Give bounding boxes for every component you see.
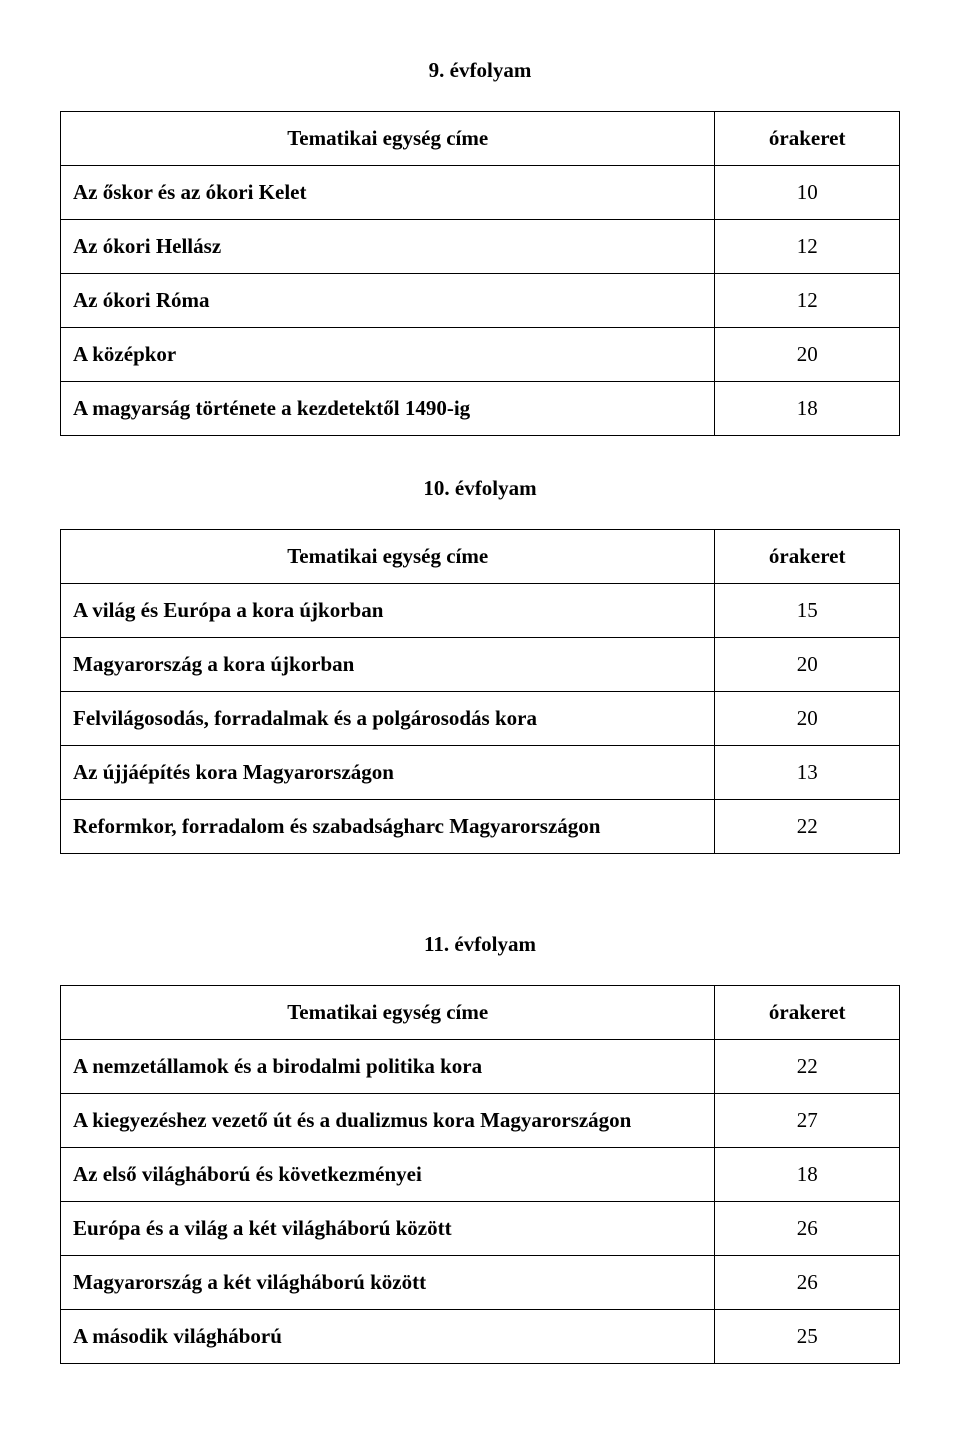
row-value: 20: [715, 692, 900, 746]
table-row: A kiegyezéshez vezető út és a dualizmus …: [61, 1094, 900, 1148]
table-row: A nemzetállamok és a birodalmi politika …: [61, 1040, 900, 1094]
table-row: Az első világháború és következményei 18: [61, 1148, 900, 1202]
table-row: Az ókori Hellász 12: [61, 220, 900, 274]
row-label: Az ókori Hellász: [61, 220, 715, 274]
row-value: 13: [715, 746, 900, 800]
table-row: A középkor 20: [61, 328, 900, 382]
row-value: 12: [715, 274, 900, 328]
row-label: A magyarság története a kezdetektől 1490…: [61, 382, 715, 436]
table-row: A világ és Európa a kora újkorban 15: [61, 584, 900, 638]
row-label: Az ókori Róma: [61, 274, 715, 328]
table-row: Felvilágosodás, forradalmak és a polgáro…: [61, 692, 900, 746]
table-header-label: Tematikai egység címe: [61, 986, 715, 1040]
row-label: A középkor: [61, 328, 715, 382]
row-value: 20: [715, 328, 900, 382]
table-row: Az ókori Róma 12: [61, 274, 900, 328]
row-value: 27: [715, 1094, 900, 1148]
table-row: Magyarország a két világháború között 26: [61, 1256, 900, 1310]
table-row: Az őskor és az ókori Kelet 10: [61, 166, 900, 220]
row-value: 22: [715, 1040, 900, 1094]
row-label: Reformkor, forradalom és szabadságharc M…: [61, 800, 715, 854]
table-header-value: órakeret: [715, 112, 900, 166]
table-header-label: Tematikai egység címe: [61, 112, 715, 166]
table-header-label: Tematikai egység címe: [61, 530, 715, 584]
table-row: Európa és a világ a két világháború közö…: [61, 1202, 900, 1256]
grade-title: 10. évfolyam: [60, 476, 900, 501]
row-label: Európa és a világ a két világháború közö…: [61, 1202, 715, 1256]
row-label: Magyarország a két világháború között: [61, 1256, 715, 1310]
row-value: 18: [715, 1148, 900, 1202]
row-value: 26: [715, 1256, 900, 1310]
curriculum-table: Tematikai egység címe órakeret A világ é…: [60, 529, 900, 854]
table-header-value: órakeret: [715, 530, 900, 584]
curriculum-table: Tematikai egység címe órakeret Az őskor …: [60, 111, 900, 436]
table-row: Reformkor, forradalom és szabadságharc M…: [61, 800, 900, 854]
row-value: 26: [715, 1202, 900, 1256]
row-value: 22: [715, 800, 900, 854]
grade-title: 11. évfolyam: [60, 932, 900, 957]
row-value: 18: [715, 382, 900, 436]
grade-title: 9. évfolyam: [60, 58, 900, 83]
row-label: Felvilágosodás, forradalmak és a polgáro…: [61, 692, 715, 746]
row-label: Az első világháború és következményei: [61, 1148, 715, 1202]
table-row: A magyarság története a kezdetektől 1490…: [61, 382, 900, 436]
row-value: 20: [715, 638, 900, 692]
row-label: Magyarország a kora újkorban: [61, 638, 715, 692]
table-header-value: órakeret: [715, 986, 900, 1040]
row-value: 15: [715, 584, 900, 638]
row-label: A nemzetállamok és a birodalmi politika …: [61, 1040, 715, 1094]
curriculum-table: Tematikai egység címe órakeret A nemzetá…: [60, 985, 900, 1364]
row-value: 12: [715, 220, 900, 274]
table-row: Az újjáépítés kora Magyarországon 13: [61, 746, 900, 800]
row-value: 25: [715, 1310, 900, 1364]
row-label: Az újjáépítés kora Magyarországon: [61, 746, 715, 800]
table-row: Magyarország a kora újkorban 20: [61, 638, 900, 692]
row-label: A második világháború: [61, 1310, 715, 1364]
table-row: A második világháború 25: [61, 1310, 900, 1364]
row-label: A kiegyezéshez vezető út és a dualizmus …: [61, 1094, 715, 1148]
row-label: Az őskor és az ókori Kelet: [61, 166, 715, 220]
row-value: 10: [715, 166, 900, 220]
row-label: A világ és Európa a kora újkorban: [61, 584, 715, 638]
